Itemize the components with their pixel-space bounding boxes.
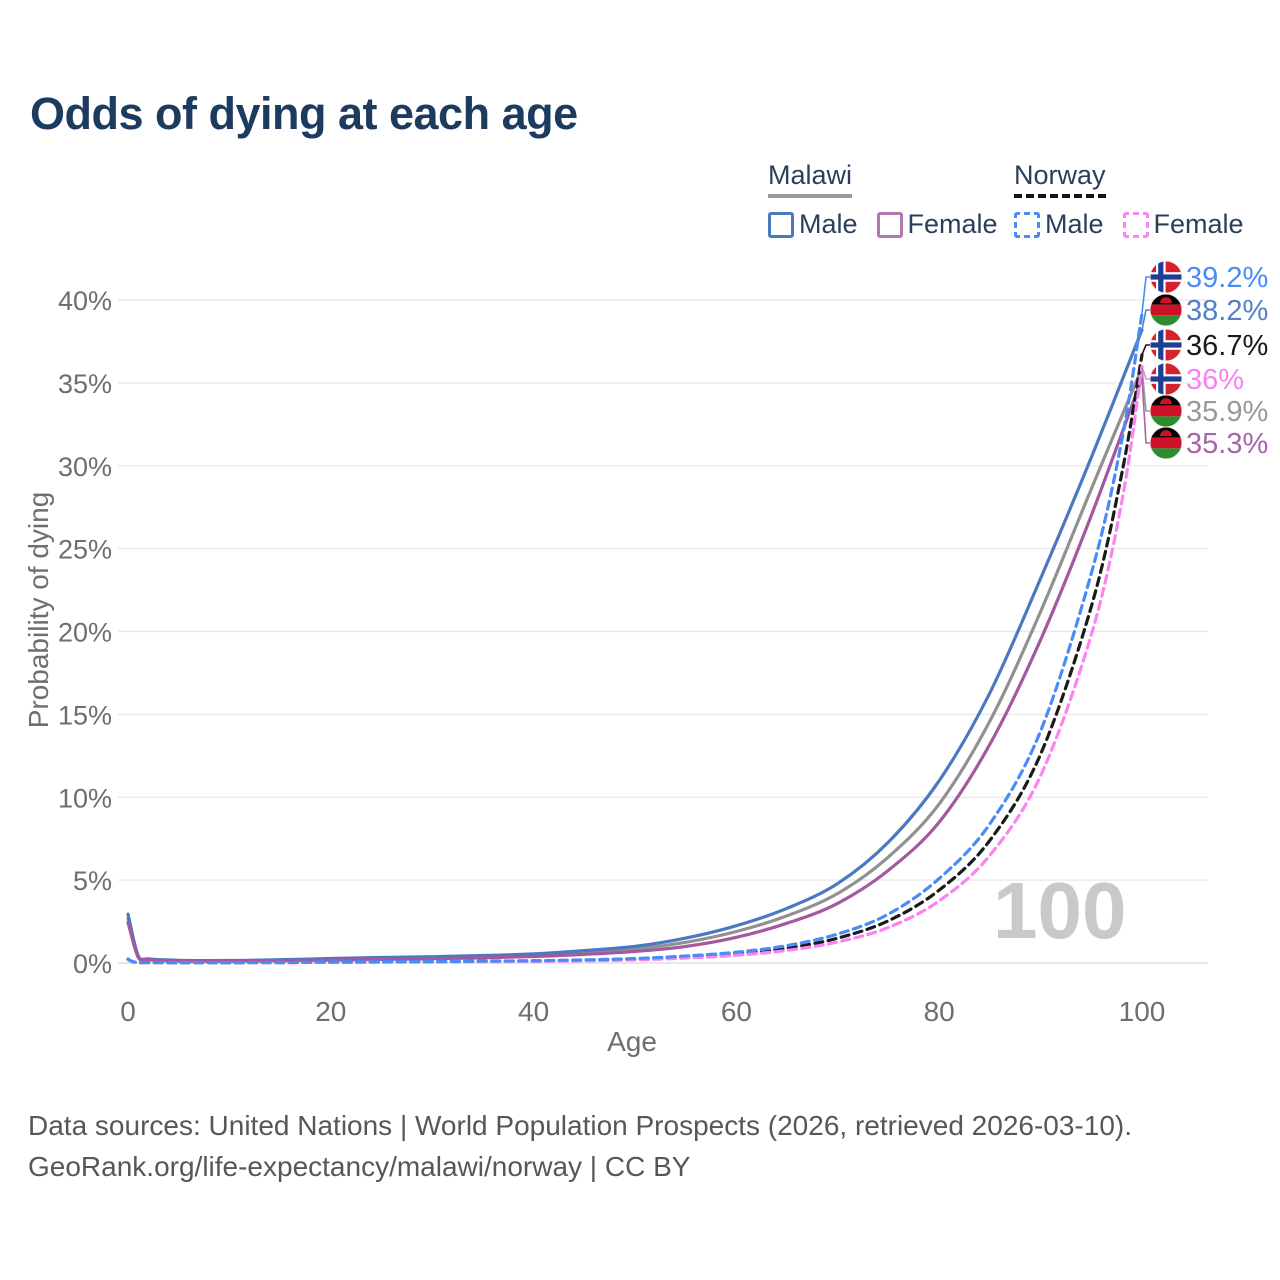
checkbox-norway-female-icon[interactable] bbox=[1122, 211, 1149, 238]
footer: Data sources: United Nations | World Pop… bbox=[28, 1105, 1132, 1187]
series-line-norway-male[interactable] bbox=[126, 311, 1144, 965]
series-line-malawi-total[interactable] bbox=[126, 366, 1144, 963]
leader-line-malawi-female bbox=[1141, 377, 1150, 444]
norway-line-swatch bbox=[1014, 194, 1106, 198]
leader-line-norway-female bbox=[1141, 366, 1150, 380]
end-label-malawi-male: 38.2% bbox=[1186, 295, 1268, 327]
legend-item-norway-female[interactable]: Female bbox=[1122, 209, 1244, 240]
y-tick-25: 25% bbox=[58, 535, 112, 565]
checkbox-malawi-female-icon[interactable] bbox=[876, 211, 903, 238]
checkbox-malawi-male-icon[interactable] bbox=[768, 211, 794, 238]
malawi-line-swatch bbox=[768, 194, 853, 198]
legend-group-malawi: Malawi Male Female bbox=[768, 160, 998, 240]
legend-country-norway[interactable]: Norway bbox=[1014, 160, 1106, 198]
y-tick-0: 0% bbox=[73, 949, 112, 979]
x-tick-60: 60 bbox=[721, 996, 752, 1027]
x-axis-label: Age bbox=[607, 1026, 657, 1057]
y-tick-30: 30% bbox=[58, 452, 112, 482]
end-label-norway-both-sexes: 36.7% bbox=[1186, 330, 1268, 362]
legend-group-norway: Norway Male Female bbox=[1014, 160, 1244, 240]
y-tick-10: 10% bbox=[58, 783, 112, 813]
end-label-norway-female: 36% bbox=[1186, 364, 1244, 396]
series-line-norway-female[interactable] bbox=[126, 364, 1144, 965]
x-tick-0: 0 bbox=[120, 996, 136, 1027]
legend-item-norway-male[interactable]: Male bbox=[1014, 209, 1104, 240]
end-label-malawi-female: 35.3% bbox=[1186, 428, 1268, 460]
page-title: Odds of dying at each age bbox=[30, 88, 578, 139]
legend-country-norway-label: Norway bbox=[1014, 160, 1106, 190]
y-tick-15: 15% bbox=[58, 700, 112, 730]
malawi-flag-icon bbox=[1150, 294, 1182, 326]
legend-country-malawi-label: Malawi bbox=[768, 160, 853, 190]
norway-flag-icon bbox=[1150, 363, 1182, 395]
leader-line-norway-male bbox=[1141, 276, 1150, 314]
y-tick-35: 35% bbox=[58, 369, 112, 399]
end-label-norway-male: 39.2% bbox=[1186, 262, 1268, 294]
attribution-line: GeoRank.org/life-expectancy/malawi/norwa… bbox=[28, 1151, 691, 1182]
legend-country-malawi[interactable]: Malawi bbox=[768, 160, 853, 198]
y-tick-20: 20% bbox=[58, 618, 112, 648]
end-label-malawi-both-sexes: 35.9% bbox=[1186, 396, 1268, 428]
legend-item-malawi-female-label: Female bbox=[907, 209, 998, 239]
x-tick-100: 100 bbox=[1119, 996, 1166, 1027]
y-axis-label: Probability of dying bbox=[23, 492, 54, 729]
norway-flag-icon bbox=[1150, 261, 1182, 293]
data-sources-line: Data sources: United Nations | World Pop… bbox=[28, 1110, 1133, 1141]
leader-line-malawi-both-sexes bbox=[1141, 367, 1150, 412]
chart-legend: Malawi Male Female Norway bbox=[0, 0, 1280, 250]
age-counter-watermark: 100 bbox=[993, 866, 1127, 955]
legend-item-norway-female-label: Female bbox=[1153, 209, 1244, 239]
legend-item-malawi-female[interactable]: Female bbox=[876, 209, 998, 240]
legend-item-malawi-male[interactable]: Male bbox=[768, 209, 858, 240]
malawi-flag-icon bbox=[1150, 427, 1182, 459]
legend-item-norway-male-label: Male bbox=[1045, 209, 1104, 239]
malawi-flag-icon bbox=[1150, 395, 1182, 427]
leader-line-malawi-male bbox=[1141, 309, 1150, 330]
series-line-malawi-male[interactable] bbox=[126, 328, 1144, 963]
legend-item-malawi-male-label: Male bbox=[799, 209, 858, 239]
norway-flag-icon bbox=[1150, 329, 1182, 361]
x-tick-80: 80 bbox=[924, 996, 955, 1027]
x-tick-40: 40 bbox=[518, 996, 549, 1027]
leader-line-norway-both-sexes bbox=[1141, 344, 1150, 356]
checkbox-norway-male-icon[interactable] bbox=[1014, 211, 1040, 238]
series-line-norway-total[interactable] bbox=[126, 353, 1144, 965]
x-tick-20: 20 bbox=[315, 996, 346, 1027]
y-tick-5: 5% bbox=[73, 866, 112, 896]
y-tick-40: 40% bbox=[58, 286, 112, 316]
